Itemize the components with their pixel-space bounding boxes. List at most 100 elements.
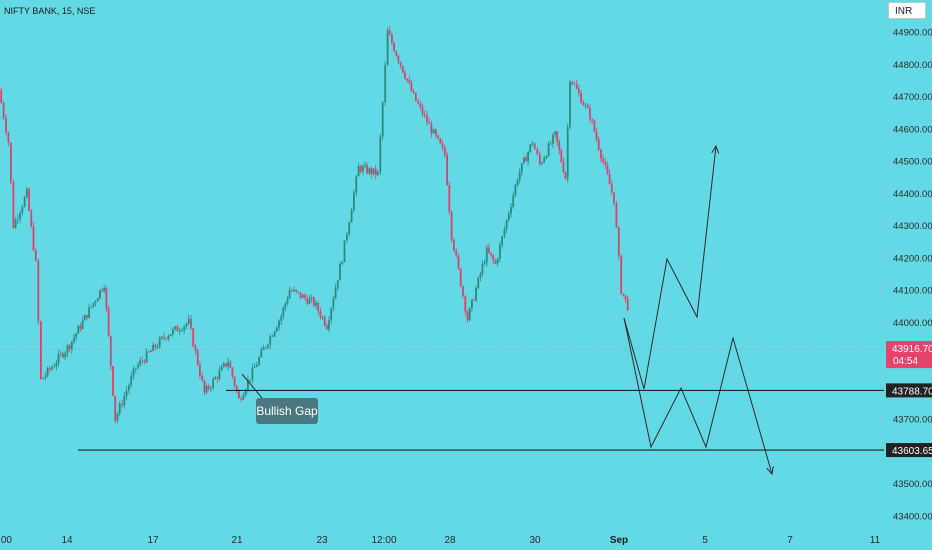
candle-body [620,255,623,294]
candle-body [48,368,51,370]
candle-body [163,336,165,339]
level-tag-value: 43603.65 [892,446,932,457]
x-tick-label: 5 [702,535,708,546]
candle-body [313,297,315,306]
candle-body [439,138,442,144]
candle-body [150,351,152,352]
candle-body [165,338,168,339]
candle-body [321,317,324,318]
candle-body [5,118,7,133]
candle-body [51,367,53,370]
candle-body [79,325,82,329]
y-tick-label: 44500.00 [893,157,932,168]
candle-body [130,376,133,386]
candle-body [40,321,42,379]
candle-body [145,351,148,363]
level-lines [78,389,884,451]
candle-body [575,84,578,89]
candle-body [529,144,532,153]
candle-body [518,172,521,181]
candle-body [510,206,512,214]
candle-body [28,188,30,211]
candle-body [137,364,139,368]
candle-body [203,380,206,393]
y-tick-label: 43700.00 [893,415,932,426]
candle-body [376,171,379,175]
candle-body [457,255,460,269]
candle-body [459,268,462,287]
candle-body [584,105,587,106]
candle-body [260,349,263,358]
candle-body [201,376,204,381]
level-tag-bg [886,383,932,398]
candle-body [176,326,179,332]
candle-body [222,363,225,367]
projection-bearish-arrowhead [766,466,774,476]
candle-body [328,320,330,330]
candle-body [479,273,482,278]
candle-body [68,345,71,350]
x-tick-label: :00 [0,535,12,546]
candle-body [107,308,110,336]
candle-body [516,180,519,185]
candle-body [428,122,431,124]
candle-body [423,114,426,116]
candle-body [384,65,387,103]
candle-body [271,336,274,337]
y-tick-label: 44900.00 [893,28,932,39]
candle-body [249,379,251,381]
candle-body [357,166,360,177]
symbol-label: NIFTY BANK, 15, NSE [4,6,96,16]
candle-body [600,149,602,159]
candle-body [341,262,344,265]
candle-body [453,239,455,251]
annotation-text: Bullish Gap [256,404,318,418]
candle-body [114,395,117,421]
candle-body [253,367,256,368]
time-axis[interactable]: :00 14 17 21 23 12:00 28 30 Sep 5 7 11 [0,535,881,546]
candle-body [549,143,552,145]
candle-body [372,168,375,174]
candle-body [143,361,146,363]
candle-body [450,211,453,240]
candle-body [393,43,395,52]
candle-body [30,210,33,227]
candle-body [388,30,391,35]
candle-body [297,291,300,293]
candle-body [92,302,95,307]
candle-body [123,396,126,406]
x-tick-label: 14 [61,535,73,546]
candle-body [417,100,419,104]
candle-body [547,143,550,157]
candle-body [199,364,201,376]
candle-body [205,386,208,393]
price-axis[interactable]: 43400.0043500.0043600.0043700.0043800.00… [886,28,932,523]
candle-body [624,295,627,299]
x-tick-label: 21 [231,535,243,546]
candle-body [128,385,130,391]
y-tick-label: 44700.00 [893,92,932,103]
candle-body [75,333,78,338]
candle-body [109,335,112,367]
candle-body [492,255,495,261]
candle-body [42,378,44,379]
candle-body [169,334,172,337]
candle-body [310,297,313,299]
candle-body [86,315,88,318]
candle-body [295,289,298,292]
candle-body [441,143,444,148]
candle-body [527,152,529,162]
candle-body [421,106,424,115]
y-tick-label: 43400.00 [893,511,932,522]
candle-body [395,51,398,56]
candle-body [471,299,473,309]
candle-body [112,366,114,396]
candle-body [278,320,280,328]
candle-body [531,143,534,145]
currency-button[interactable]: INR [888,2,926,19]
x-tick-label: 17 [147,535,159,546]
candle-body [103,288,106,291]
candle-body [374,168,377,175]
candle-body [94,301,97,303]
